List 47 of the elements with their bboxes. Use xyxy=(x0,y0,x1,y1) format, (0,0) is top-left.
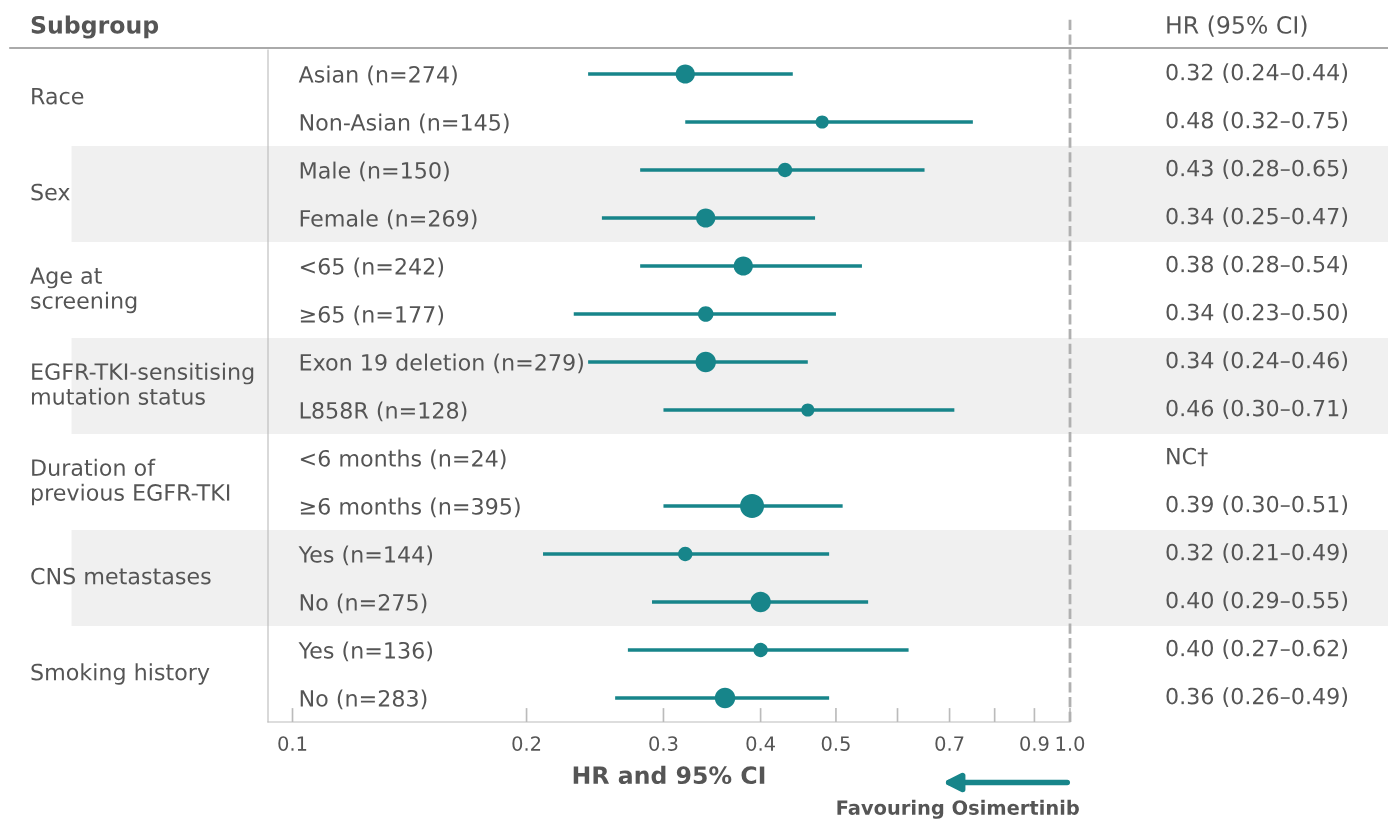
chart-title: Subgroup xyxy=(31,15,159,39)
text: EGFR-TKI-sensitising mutation status xyxy=(32,362,254,405)
y-tick-label: Exon 19 deletion (n=279) xyxy=(300,353,583,374)
text: Favouring Osimertinib xyxy=(837,799,1079,819)
data-label: 0.38 (0.28–0.54) xyxy=(1166,255,1348,276)
text: Age at screening xyxy=(30,267,137,314)
x-tick-label: 0.2 xyxy=(512,736,541,751)
data-label: 0.36 (0.26–0.49) xyxy=(1166,687,1348,708)
text: NC† xyxy=(1167,447,1208,467)
y-tick-label: Female (n=269) xyxy=(300,209,477,230)
x-tick-label: 0.9 xyxy=(1020,736,1049,751)
x-axis-title: HR and 95% CI xyxy=(573,765,765,785)
text: HR (95% CI) xyxy=(1167,15,1307,37)
y-tick-label: ≥6 months (n=395) xyxy=(300,497,520,518)
y-tick-label: ≥65 (n=177) xyxy=(300,305,444,326)
y-tick-label: Asian (n=274) xyxy=(298,65,457,86)
data-label: 0.43 (0.28–0.65) xyxy=(1166,159,1348,180)
y-tick-label: <65 (n=242) xyxy=(300,257,444,278)
x-tick-label: 0.7 xyxy=(935,736,964,751)
y-tick-label: No (n=283) xyxy=(300,689,427,710)
text: Race xyxy=(32,87,84,105)
x-tick-label: 0.4 xyxy=(746,736,775,751)
data-label: 0.34 (0.24–0.46) xyxy=(1166,351,1348,372)
data-label: 0.40 (0.27–0.62) xyxy=(1166,639,1348,660)
x-tick-label: 0.3 xyxy=(649,736,678,751)
data-label: 0.32 (0.21–0.49) xyxy=(1166,543,1348,564)
y-tick-label: Male (n=150) xyxy=(300,161,449,182)
y-tick-label: No (n=275) xyxy=(300,593,427,614)
y-tick-label: Yes (n=136) xyxy=(298,641,433,662)
data-label: 0.32 (0.24–0.44) xyxy=(1166,63,1348,84)
data-label: 0.34 (0.23–0.50) xyxy=(1166,303,1348,324)
text: CNS metastases xyxy=(31,567,211,585)
x-tick-label: 0.5 xyxy=(821,736,850,751)
data-label: 0.46 (0.30–0.71) xyxy=(1166,399,1348,420)
data-label: 0.39 (0.30–0.51) xyxy=(1166,495,1348,516)
text: Smoking history xyxy=(31,663,210,685)
y-tick-label: Non-Asian (n=145) xyxy=(300,113,509,134)
y-tick-label: Yes (n=144) xyxy=(298,545,433,566)
y-tick-label: <6 months (n=24) xyxy=(300,449,506,470)
y-tick-label: L858R (n=128) xyxy=(300,401,467,422)
data-label: 0.40 (0.29–0.55) xyxy=(1166,591,1348,612)
x-tick-label: 1.0 xyxy=(1056,736,1085,751)
text: Sex xyxy=(31,183,70,201)
text: Duration of previous EGFR-TKI xyxy=(32,458,230,506)
x-tick-label: 0.1 xyxy=(278,736,307,751)
data-label: 0.48 (0.32–0.75) xyxy=(1166,111,1348,132)
data-label: 0.34 (0.25–0.47) xyxy=(1166,207,1348,228)
